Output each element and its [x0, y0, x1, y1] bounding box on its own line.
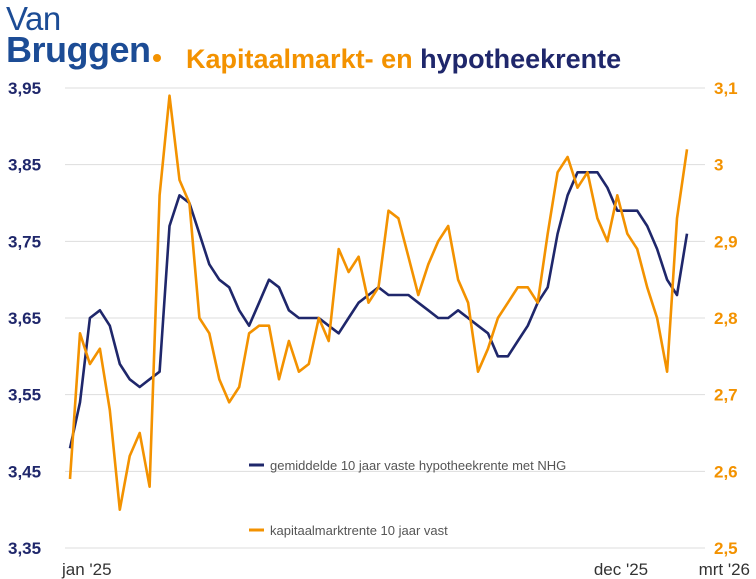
- logo-line1: Van: [6, 0, 61, 37]
- title-part1: Kapitaalmarkt- en: [186, 44, 413, 74]
- x-axis-label: mrt '26: [699, 560, 750, 579]
- left-axis-tick-label: 3,75: [8, 232, 41, 251]
- left-axis-tick-label: 3,85: [8, 156, 41, 175]
- x-axis-label: jan '25: [61, 560, 112, 579]
- legend-label: kapitaalmarktrente 10 jaar vast: [270, 523, 448, 538]
- right-axis-tick-label: 3: [714, 156, 723, 175]
- left-axis-tick-label: 3,65: [8, 309, 41, 328]
- logo-dot: [152, 54, 161, 62]
- left-axis-tick-label: 3,45: [8, 462, 41, 481]
- hypotheekrente-line: [68, 171, 689, 449]
- kapitaalmarktrente-line: [68, 94, 689, 512]
- right-axis-tick-label: 3,1: [714, 79, 738, 98]
- right-axis-tick-label: 2,9: [714, 232, 738, 251]
- right-axis-tick-label: 2,5: [714, 539, 738, 558]
- logo-line2: Bruggen: [6, 29, 151, 70]
- right-axis-tick-label: 2,8: [714, 309, 738, 328]
- left-axis-tick-label: 3,95: [8, 79, 41, 98]
- right-axis-tick-label: 2,7: [714, 386, 738, 405]
- chart-title: Kapitaalmarkt- en hypotheekrente: [186, 44, 621, 75]
- van-bruggen-logo: Van Bruggen: [6, 2, 161, 68]
- legend-label: gemiddelde 10 jaar vaste hypotheekrente …: [270, 458, 566, 473]
- title-part2: hypotheekrente: [420, 44, 622, 74]
- x-axis-label: dec '25: [594, 560, 648, 579]
- right-axis-tick-label: 2,6: [714, 462, 738, 481]
- left-axis-tick-label: 3,35: [8, 539, 41, 558]
- left-axis-tick-label: 3,55: [8, 386, 41, 405]
